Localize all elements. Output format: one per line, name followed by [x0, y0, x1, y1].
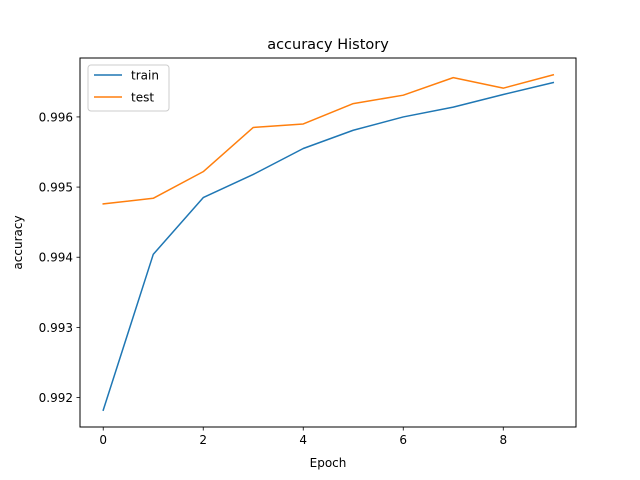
plot-area	[79, 57, 577, 428]
x-tick-label: 8	[499, 433, 507, 447]
y-tick-label: 0.996	[39, 110, 73, 124]
legend: train test	[87, 64, 170, 112]
x-tick-label: 0	[99, 433, 107, 447]
series-line-train	[102, 81, 555, 412]
axes-frame	[79, 57, 577, 428]
x-axis-label: Epoch	[310, 456, 347, 470]
x-tick-label: 6	[399, 433, 407, 447]
series-layer	[102, 73, 555, 412]
x-tick-label: 2	[199, 433, 207, 447]
legend-box	[87, 64, 170, 112]
series-line-test	[102, 73, 555, 205]
x-tick-label: 4	[299, 433, 307, 447]
legend-label-test: test	[131, 91, 154, 105]
y-tick-label: 0.993	[39, 321, 73, 335]
y-axis-ticks: 0.992 0.993 0.994 0.995 0.996	[39, 110, 80, 405]
y-axis-label: accuracy	[11, 215, 25, 269]
y-tick-label: 0.995	[39, 181, 73, 195]
legend-label-train: train	[131, 69, 159, 83]
y-tick-label: 0.994	[39, 251, 73, 265]
chart-title: accuracy History	[267, 37, 389, 53]
x-axis-ticks: 0 2 4 6 8	[99, 427, 507, 447]
y-tick-label: 0.992	[39, 391, 73, 405]
